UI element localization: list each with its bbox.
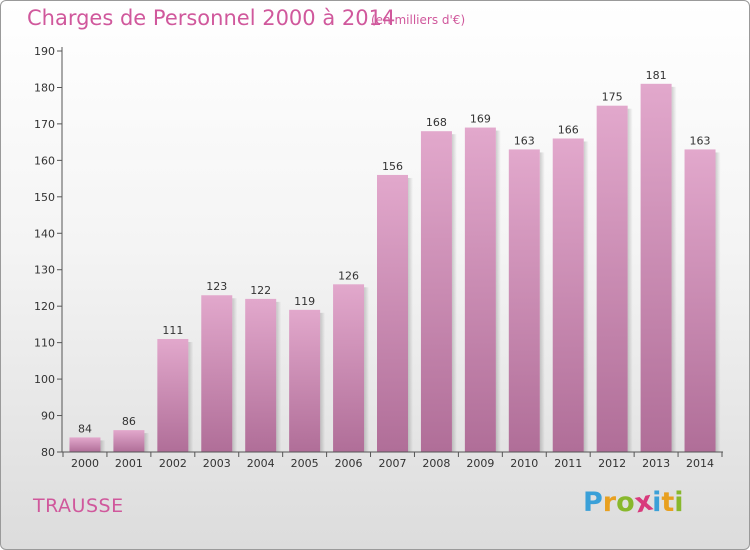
x-tick-label: 2010 bbox=[510, 457, 538, 470]
value-label-2002: 111 bbox=[162, 324, 183, 337]
logo-letter: t bbox=[661, 487, 675, 518]
x-tick-label: 2005 bbox=[291, 457, 319, 470]
commune-name: TRAUSSE bbox=[33, 495, 124, 517]
logo-letter: i bbox=[674, 487, 684, 518]
value-label-2000: 84 bbox=[78, 422, 92, 435]
bar-2006 bbox=[333, 284, 365, 452]
bar-2002 bbox=[157, 338, 189, 452]
bar-shadow bbox=[627, 108, 633, 452]
bar-shadow bbox=[408, 177, 413, 453]
bar-2004 bbox=[245, 298, 277, 452]
x-tick-label: 2001 bbox=[115, 457, 143, 470]
bar-shadow bbox=[583, 141, 589, 452]
bar-2008 bbox=[420, 131, 452, 452]
proxiti-logo: Proxiti bbox=[583, 486, 684, 520]
bar-shadow bbox=[715, 152, 721, 452]
bar-shadow bbox=[276, 301, 282, 452]
value-label-2001: 86 bbox=[122, 415, 136, 428]
x-tick-label: 2014 bbox=[686, 457, 714, 470]
bar-2003 bbox=[201, 295, 233, 452]
bar-2009 bbox=[464, 127, 496, 453]
bar-shadow bbox=[320, 312, 326, 452]
y-axis: 80 90 100 110 120 130 140 150 160 170 180 190 bbox=[34, 45, 63, 459]
bar-2014 bbox=[684, 149, 716, 452]
value-label-2010: 163 bbox=[514, 134, 535, 147]
bar-shadow bbox=[364, 287, 370, 452]
bar-2001 bbox=[113, 430, 145, 452]
bar-2007 bbox=[377, 174, 408, 453]
logo-letter: r bbox=[602, 487, 617, 518]
bar-shadow bbox=[451, 134, 457, 452]
bar-shadow bbox=[144, 433, 150, 452]
y-tick-label: 160 bbox=[34, 154, 55, 167]
y-tick-label: 100 bbox=[34, 373, 55, 386]
y-tick-label: 170 bbox=[34, 118, 55, 131]
y-tick-label: 120 bbox=[34, 300, 55, 313]
value-label-2004: 122 bbox=[250, 284, 271, 297]
bar-2011 bbox=[552, 138, 584, 452]
bar-shadow bbox=[495, 130, 501, 452]
bar-shadow bbox=[232, 298, 238, 452]
bar-shadow bbox=[188, 341, 194, 452]
bar-2010 bbox=[508, 149, 540, 452]
value-label-2005: 119 bbox=[294, 295, 315, 308]
x-tick-label: 2003 bbox=[203, 457, 231, 470]
x-tick-label: 2007 bbox=[379, 457, 407, 470]
bar-2012 bbox=[596, 105, 628, 452]
x-axis: 2000 2001 2002 2003 2004 2005 2006 2007 2008 2009… bbox=[62, 451, 723, 470]
value-label-2007: 156 bbox=[382, 160, 403, 173]
value-label-2013: 181 bbox=[646, 69, 667, 82]
x-tick-label: 2011 bbox=[554, 457, 582, 470]
x-tick-label: 2012 bbox=[598, 457, 626, 470]
x-tick-label: 2006 bbox=[335, 457, 363, 470]
y-tick-label: 190 bbox=[34, 45, 55, 58]
logo-letter: i bbox=[652, 487, 662, 518]
x-tick-label: 2002 bbox=[159, 457, 187, 470]
bar-2013 bbox=[640, 83, 672, 453]
value-label-2003: 123 bbox=[206, 280, 227, 293]
y-tick-label: 180 bbox=[34, 81, 55, 94]
chart-subtitle: (en milliers d'€) bbox=[371, 13, 466, 27]
y-tick-label: 150 bbox=[34, 191, 55, 204]
y-tick-label: 90 bbox=[41, 410, 55, 423]
bar-shadow bbox=[100, 440, 106, 452]
value-label-2008: 168 bbox=[426, 116, 447, 129]
bar-2005 bbox=[289, 309, 321, 452]
chart-title: Charges de Personnel 2000 à 2014 bbox=[27, 6, 396, 30]
y-tick-label: 110 bbox=[34, 337, 55, 350]
value-label-2009: 169 bbox=[470, 113, 491, 126]
value-label-2011: 166 bbox=[558, 123, 579, 136]
x-tick-label: 2008 bbox=[422, 457, 450, 470]
bar-shadow bbox=[539, 152, 545, 452]
bar-2000 bbox=[69, 437, 101, 452]
x-tick-label: 2013 bbox=[642, 457, 670, 470]
y-tick-label: 130 bbox=[34, 264, 55, 277]
y-tick-label: 140 bbox=[34, 227, 55, 240]
bar-shadow bbox=[671, 86, 677, 453]
y-tick-label: 80 bbox=[41, 446, 55, 459]
logo-letter: P bbox=[583, 487, 603, 518]
value-label-2014: 163 bbox=[690, 134, 711, 147]
logo-letter: o bbox=[616, 487, 635, 518]
value-label-2006: 126 bbox=[338, 269, 359, 282]
x-tick-label: 2009 bbox=[466, 457, 494, 470]
x-tick-label: 2000 bbox=[71, 457, 99, 470]
value-label-2012: 175 bbox=[602, 91, 623, 104]
x-tick-label: 2004 bbox=[247, 457, 275, 470]
bars: 84 86 111 123 122 119 126 156 168 169 163 166 175 181… bbox=[69, 69, 721, 453]
